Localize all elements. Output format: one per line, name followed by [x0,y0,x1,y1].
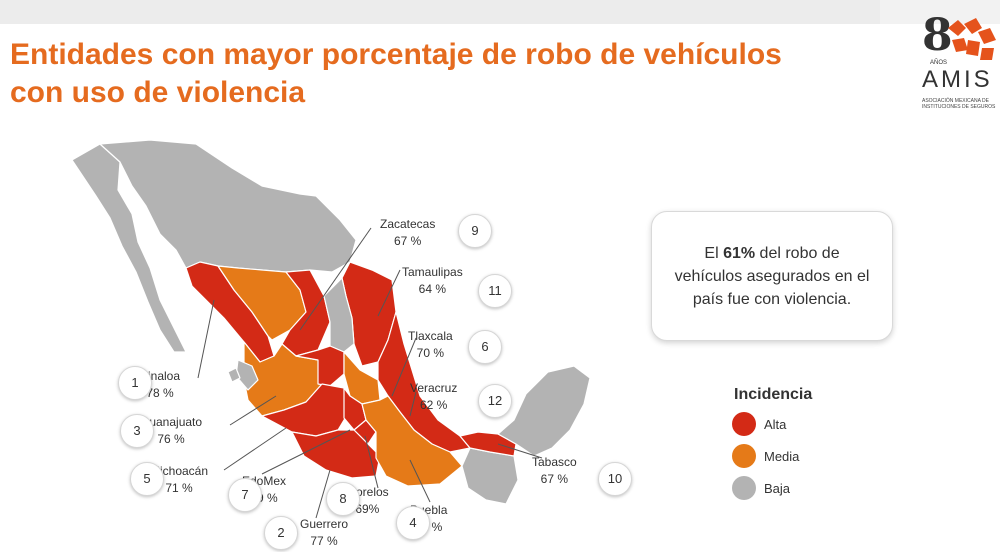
title-line-2: con uso de violencia [10,76,306,109]
state-value: 76 % [157,432,185,446]
rank-badge: 3 [120,414,154,448]
legend-label-alta: Alta [764,417,787,432]
legend-label-baja: Baja [764,481,791,496]
state-label-guanajuato: Guanajuato 76 % [140,414,202,448]
rank-badge: 9 [458,214,492,248]
page-title: Entidades con mayor porcentaje de robo d… [10,36,810,112]
rank-badge: 6 [468,330,502,364]
callout-highlight: 61% [723,244,756,262]
logo-subtitle: ASOCIACIÓN MEXICANA DE INSTITUCIONES DE … [922,98,996,110]
logo-mark-icon [948,18,996,60]
rank-badge: 2 [264,516,298,550]
state-value: 71 % [165,481,193,495]
legend-label-media: Media [764,449,800,464]
legend-title: Incidencia [734,386,813,403]
legend-swatch-alta [732,412,756,436]
state-name: Michoacán [150,464,209,478]
rank-badge: 1 [118,366,152,400]
state-label-tabasco: Tabasco 67 % [532,454,577,488]
state-value: 78 % [146,386,174,400]
state-value: 64 % [418,282,447,296]
state-value: 62 % [420,398,448,412]
rank-badge: 12 [478,384,512,418]
rank-badge: 7 [228,478,262,512]
rank-badge: 11 [478,274,512,308]
rank-badge: 8 [326,482,360,516]
callout-box: El 61% del robo de vehículos asegurados … [651,211,893,341]
state-name: Guerrero [300,517,349,531]
state-name: Veracruz [410,381,458,395]
state-label-tlaxcala: Tlaxcala 70 % [408,328,453,362]
amis-logo: 8 AÑOS AMIS ASOCIACIÓN MEXICANA DE INSTI… [918,14,1000,124]
legend-swatch-baja [732,476,756,500]
logo-name: AMIS [922,66,993,93]
state-value: 77 % [310,534,338,548]
title-line-1: Entidades con mayor porcentaje de robo d… [10,38,782,71]
state-value: 67 % [394,234,422,248]
state-value: 70 % [416,346,445,360]
state-label-tamaulipas: Tamaulipas 64 % [402,264,463,298]
rank-badge: 5 [130,462,164,496]
logo-years: 8 [922,10,953,61]
legend-item-alta: Alta [732,412,852,436]
callout-text: El 61% del robo de vehículos asegurados … [674,244,870,308]
state-name: Tabasco [532,455,577,469]
rank-badge: 4 [396,506,430,540]
state-name: Tamaulipas [402,265,463,279]
state-islet [227,367,241,383]
rank-badge: 10 [598,462,632,496]
legend-swatch-media [732,444,756,468]
state-name: Zacatecas [380,217,436,231]
state-label-michoacn: Michoacán 71 % [150,463,208,497]
state-value: 67 % [540,472,569,486]
state-slp [323,277,355,353]
state-label-guerrero: Guerrero 77 % [300,516,348,550]
state-label-zacatecas: Zacatecas 67 % [380,216,435,250]
top-bar-stripe [0,0,880,24]
state-name: Tlaxcala [408,329,453,343]
state-value: 69% [355,502,380,516]
logo-anos: AÑOS [930,60,948,66]
state-chiapas [461,447,519,505]
state-baja-california [71,143,187,353]
top-bar [0,0,1000,24]
legend-item-media: Media [732,444,852,468]
state-name: Guanajuato [140,415,203,429]
legend-item-baja: Baja [732,476,852,500]
state-label-veracruz: Veracruz 62 % [410,380,457,414]
